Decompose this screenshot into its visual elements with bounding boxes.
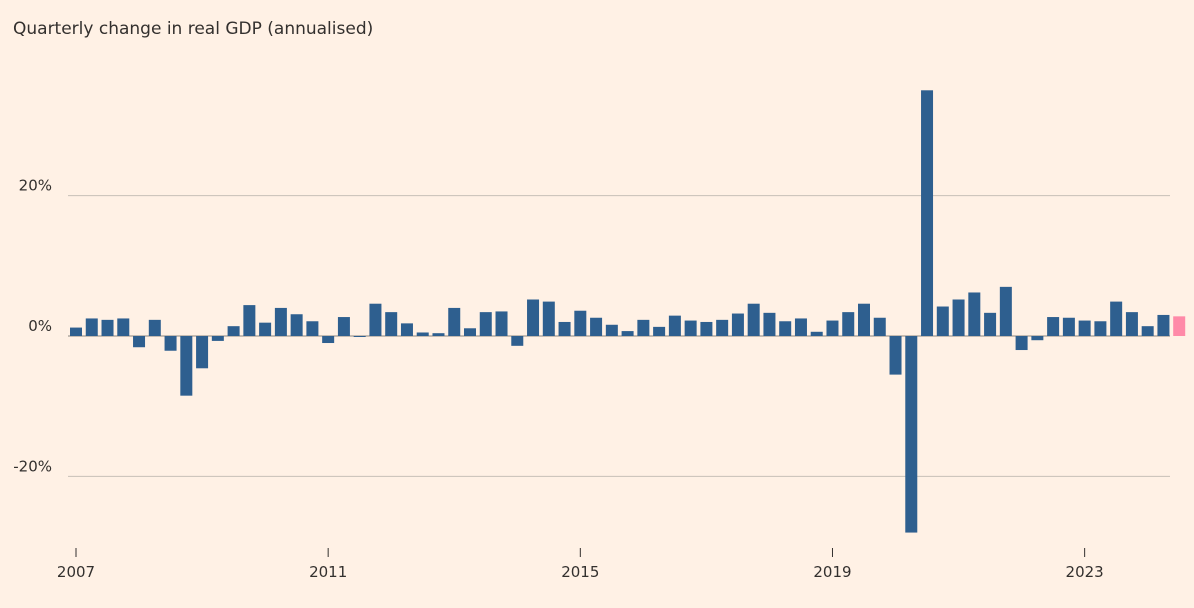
bar xyxy=(873,317,886,336)
bar xyxy=(952,299,965,336)
bar xyxy=(432,333,445,336)
bar xyxy=(621,331,634,336)
bar xyxy=(921,90,934,336)
bar xyxy=(763,312,776,336)
bar xyxy=(164,336,177,351)
bar xyxy=(85,318,98,336)
chart-title: Quarterly change in real GDP (annualised… xyxy=(13,19,374,39)
y-tick-label: 0% xyxy=(28,317,52,335)
bar xyxy=(779,321,792,336)
bar xyxy=(369,303,382,336)
bar xyxy=(1094,321,1107,336)
bar-latest xyxy=(1173,316,1186,336)
bar xyxy=(637,319,650,336)
bar xyxy=(1015,336,1028,351)
bar xyxy=(180,336,193,396)
bar xyxy=(574,310,587,336)
bar xyxy=(337,317,350,336)
x-tick-label: 2015 xyxy=(561,563,599,581)
bar xyxy=(668,315,681,336)
bar xyxy=(495,311,508,336)
bar xyxy=(842,312,855,336)
bar xyxy=(1047,317,1060,336)
bar xyxy=(826,320,839,336)
bar xyxy=(590,317,603,336)
bar xyxy=(731,313,744,336)
bar xyxy=(385,312,398,336)
bar xyxy=(290,314,303,336)
bar xyxy=(527,299,540,336)
bar xyxy=(558,321,571,336)
bar xyxy=(1157,314,1170,336)
bar xyxy=(700,321,713,336)
bar xyxy=(448,307,461,336)
bar xyxy=(999,286,1012,336)
bar xyxy=(1125,312,1138,336)
bar xyxy=(542,301,555,336)
bar xyxy=(794,318,807,336)
bar xyxy=(936,306,949,336)
bar xyxy=(227,326,240,336)
x-tick-label: 2007 xyxy=(57,563,95,581)
bar xyxy=(1062,317,1075,336)
bar xyxy=(858,303,870,336)
bar xyxy=(322,336,335,344)
bar xyxy=(905,336,918,533)
bar xyxy=(605,324,618,336)
bar xyxy=(716,319,729,336)
bar xyxy=(259,322,272,336)
x-tick-label: 2023 xyxy=(1066,563,1104,581)
bar xyxy=(274,307,287,336)
y-tick-label: 20% xyxy=(19,177,52,195)
bar xyxy=(243,305,256,336)
bar xyxy=(196,336,209,369)
bar xyxy=(1110,301,1123,336)
y-tick-label: -20% xyxy=(13,457,52,475)
bar xyxy=(101,319,114,336)
bar xyxy=(653,326,666,336)
bar xyxy=(70,327,82,336)
bar xyxy=(133,336,146,348)
bar xyxy=(968,292,981,336)
bar xyxy=(400,323,413,336)
bar xyxy=(1078,320,1091,336)
bar xyxy=(747,303,760,336)
bar xyxy=(148,319,161,336)
bar xyxy=(684,320,697,336)
bar xyxy=(511,336,524,346)
x-tick-label: 2011 xyxy=(309,563,347,581)
bar xyxy=(306,321,319,336)
bar xyxy=(810,331,823,336)
bar xyxy=(464,328,476,336)
x-tick-label: 2019 xyxy=(813,563,851,581)
bar xyxy=(479,312,492,336)
bar xyxy=(1141,326,1154,336)
bar xyxy=(117,318,130,336)
bar xyxy=(416,332,429,336)
bar xyxy=(1031,336,1044,341)
bar xyxy=(353,336,366,337)
bar xyxy=(889,336,902,375)
bar xyxy=(984,312,997,336)
bar xyxy=(211,336,224,341)
